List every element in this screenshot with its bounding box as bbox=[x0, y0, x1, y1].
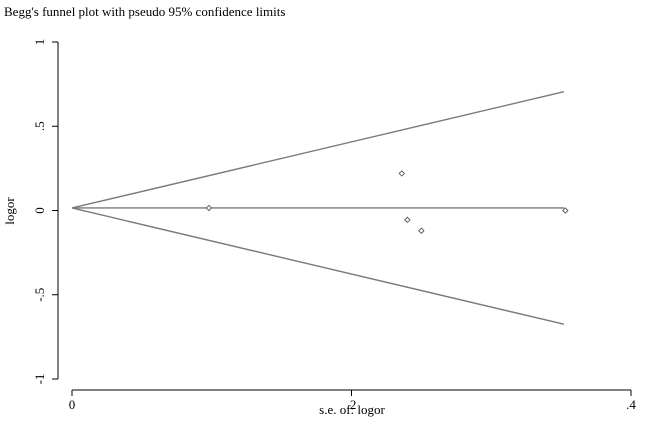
y-tick-label: -1 bbox=[32, 374, 47, 385]
study-point bbox=[562, 207, 569, 214]
study-point bbox=[205, 204, 213, 212]
x-tick-label: 0 bbox=[69, 397, 76, 412]
x-axis-label: s.e. of: logor bbox=[319, 402, 385, 417]
x-tick-label: .4 bbox=[626, 397, 636, 412]
y-tick-label: .5 bbox=[32, 121, 47, 131]
upper-confidence-limit bbox=[71, 91, 565, 209]
lower-confidence-limit bbox=[71, 207, 565, 325]
study-point bbox=[404, 216, 411, 224]
study-point bbox=[398, 170, 406, 177]
y-tick-label: 1 bbox=[32, 39, 47, 46]
chart-title: Begg's funnel plot with pseudo 95% confi… bbox=[4, 4, 285, 19]
x-tick-label: .2 bbox=[347, 397, 357, 412]
y-tick-label: -.5 bbox=[32, 288, 47, 302]
y-axis-label: logor bbox=[2, 197, 17, 225]
study-point bbox=[418, 227, 425, 234]
y-tick-label: 0 bbox=[32, 207, 47, 214]
